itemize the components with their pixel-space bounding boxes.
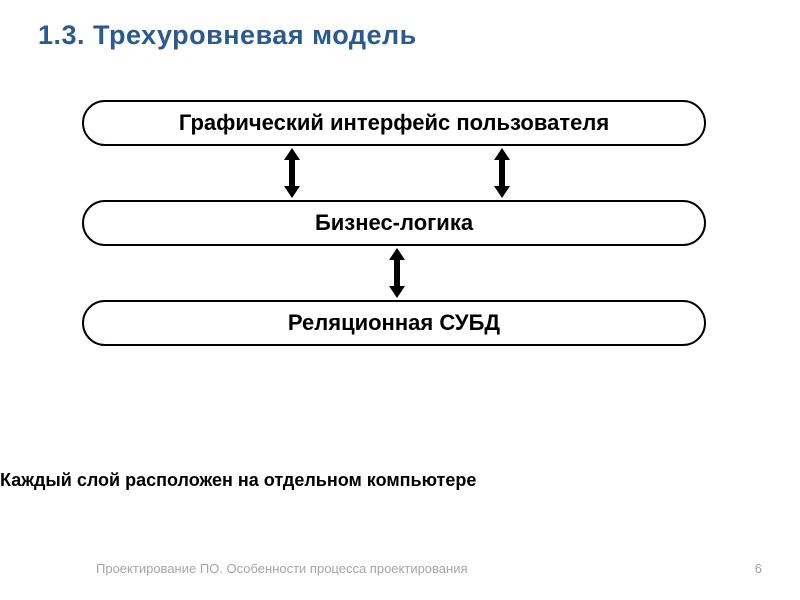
bidir-arrow-icon (494, 148, 510, 198)
slide-title: 1.3. Трехуровневая модель (38, 20, 417, 51)
footer-text: Проектирование ПО. Особенности процесса … (96, 561, 468, 576)
tier-db-label: Реляционная СУБД (288, 310, 500, 336)
tier-ui-box: Графический интерфейс пользователя (82, 100, 706, 146)
tier-logic-label: Бизнес-логика (315, 210, 473, 236)
arrow-row-ui-logic (82, 146, 706, 200)
page-number: 6 (755, 561, 762, 576)
tier-ui-label: Графический интерфейс пользователя (179, 110, 609, 136)
arrow-row-logic-db (82, 246, 706, 300)
three-tier-diagram: Графический интерфейс пользователя Бизне… (82, 100, 706, 346)
tier-db-box: Реляционная СУБД (82, 300, 706, 346)
caption-text: Каждый слой расположен на отдельном комп… (0, 470, 476, 491)
bidir-arrow-icon (389, 248, 405, 298)
tier-logic-box: Бизнес-логика (82, 200, 706, 246)
bidir-arrow-icon (284, 148, 300, 198)
